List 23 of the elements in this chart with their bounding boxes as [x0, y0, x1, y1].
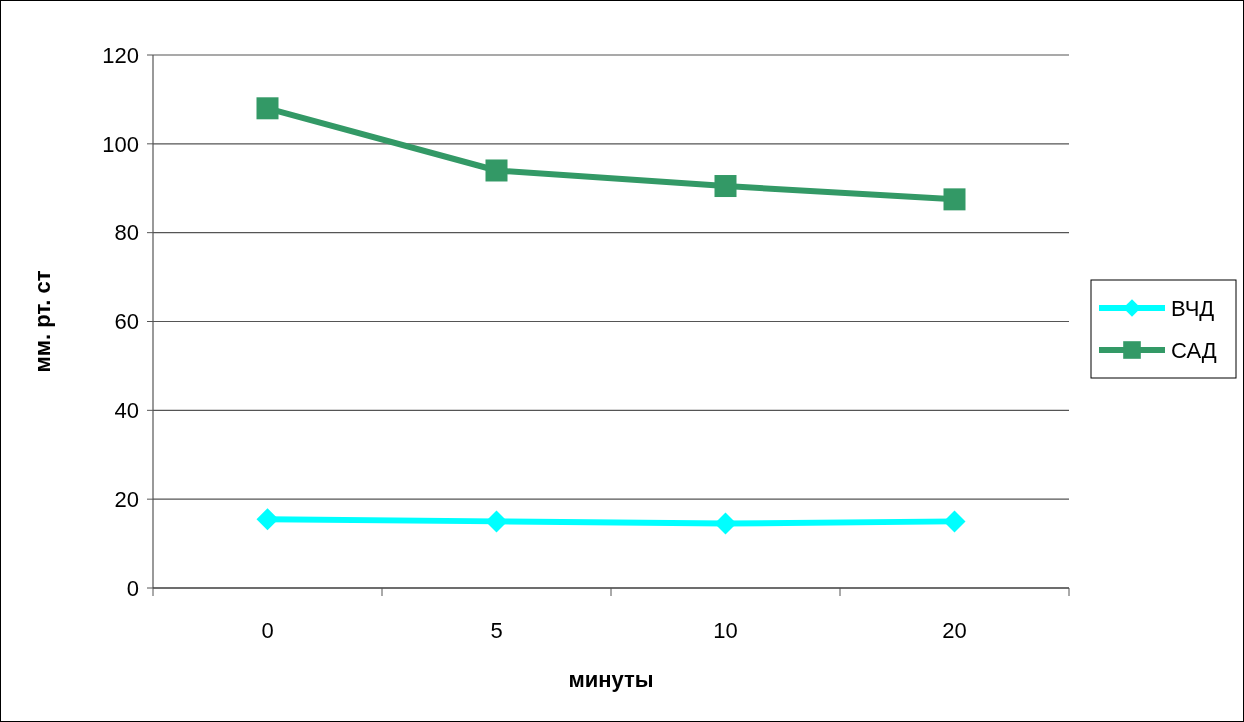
x-axis-title: минуты — [568, 667, 654, 692]
x-tick-label: 0 — [261, 618, 274, 643]
x-tick-label: 5 — [490, 618, 503, 643]
point — [256, 97, 279, 120]
point — [943, 510, 966, 533]
legend-label: САД — [1171, 337, 1217, 363]
point — [714, 512, 737, 535]
x-tick-label: 10 — [713, 618, 738, 643]
point — [485, 510, 508, 533]
point — [714, 175, 737, 198]
y-tick-label: 60 — [114, 309, 139, 335]
point — [256, 508, 279, 531]
y-tick-label: 80 — [114, 220, 139, 246]
y-tick-label: 0 — [126, 575, 139, 601]
y-tick-label: 120 — [102, 42, 139, 68]
point — [485, 159, 508, 182]
legend-label: ВЧД — [1171, 295, 1215, 321]
y-tick-label: 100 — [102, 131, 139, 157]
y-tick-label: 40 — [114, 398, 139, 424]
point — [943, 188, 966, 211]
x-tick-label: 20 — [942, 618, 967, 643]
y-axis-title: мм. рт. ст — [30, 270, 55, 373]
y-tick-label: 20 — [114, 486, 139, 512]
